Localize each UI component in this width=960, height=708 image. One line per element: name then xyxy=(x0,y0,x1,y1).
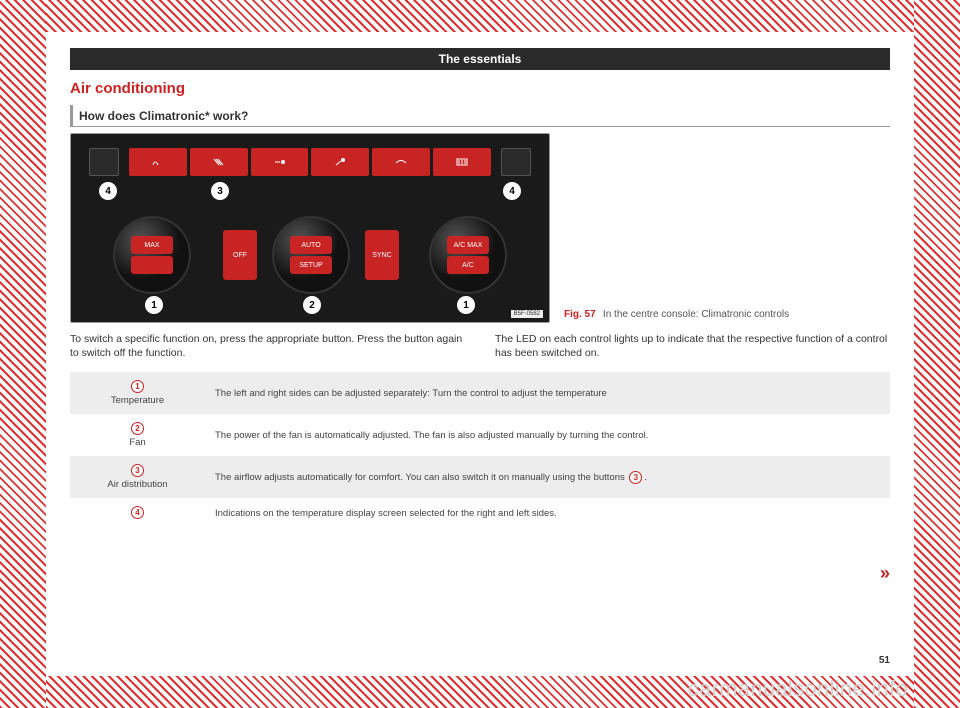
airflow-button-1 xyxy=(129,148,187,176)
paragraph-1: To switch a specific function on, press … xyxy=(70,333,465,360)
callout-3: 3 xyxy=(211,182,229,200)
page-border-right xyxy=(914,0,960,708)
row1-badge: 1 xyxy=(131,380,144,393)
callout-4-left: 4 xyxy=(99,182,117,200)
figure-reference-code: B5F-0582 xyxy=(511,310,543,318)
rear-defrost-button xyxy=(131,256,173,274)
airflow-button-5 xyxy=(372,148,430,176)
callout-2: 2 xyxy=(303,296,321,314)
continue-marker: » xyxy=(880,563,890,584)
table-row: 4 Indications on the temperature display… xyxy=(70,498,890,529)
controls-table: 1 Temperature The left and right sides c… xyxy=(70,372,890,529)
temperature-dial-right: A/C MAX A/C xyxy=(429,216,507,294)
callout-4-right: 4 xyxy=(503,182,521,200)
fan-dial: AUTO SETUP xyxy=(272,216,350,294)
callout-1-left: 1 xyxy=(145,296,163,314)
table-row: 1 Temperature The left and right sides c… xyxy=(70,372,890,414)
defrost-icon xyxy=(212,157,226,167)
seat-heat-icon xyxy=(151,157,165,167)
display-left-icon xyxy=(89,148,119,176)
table-row: 2 Fan The power of the fan is automatica… xyxy=(70,414,890,456)
max-defrost-button: MAX xyxy=(131,236,173,254)
face-vent-icon xyxy=(273,157,287,167)
row3-desc-post: . xyxy=(644,472,647,483)
row2-desc: The power of the fan is automatically ad… xyxy=(205,414,890,456)
foot-vent-icon xyxy=(333,157,347,167)
row3-desc: The airflow adjusts automatically for co… xyxy=(205,456,890,498)
auto-button: AUTO xyxy=(290,236,332,254)
temperature-dial-left: MAX xyxy=(113,216,191,294)
row1-desc: The left and right sides can be adjusted… xyxy=(205,372,890,414)
ac-button: A/C xyxy=(447,256,489,274)
row4-desc: Indications on the temperature display s… xyxy=(205,498,890,529)
row3-desc-pre: The airflow adjusts automatically for co… xyxy=(215,472,627,483)
paragraph-2: The LED on each control lights up to ind… xyxy=(495,333,890,360)
callout-1-right: 1 xyxy=(457,296,475,314)
watermark: carmanualsonline.info xyxy=(688,676,908,702)
rear-defrost-icon xyxy=(455,157,469,167)
row3-label: Air distribution xyxy=(107,479,167,490)
chapter-header: The essentials xyxy=(70,48,890,70)
figure-number: Fig. 57 xyxy=(564,309,596,320)
climatronic-figure: MAX OFF AUTO SETUP SYNC A/C MAX A/C 4 3 … xyxy=(70,133,550,323)
row2-badge: 2 xyxy=(131,422,144,435)
row2-label: Fan xyxy=(129,437,145,448)
airflow-button-6 xyxy=(433,148,491,176)
display-right-icon xyxy=(501,148,531,176)
airflow-button-3 xyxy=(251,148,309,176)
page-border-top xyxy=(46,0,914,32)
figure-caption-text: In the centre console: Climatronic contr… xyxy=(603,309,789,320)
figure-caption: Fig. 57 In the centre console: Climatron… xyxy=(564,303,890,323)
sync-button: SYNC xyxy=(365,230,399,280)
page-content: The essentials Air conditioning How does… xyxy=(46,32,914,676)
ac-max-button: A/C MAX xyxy=(447,236,489,254)
air-distribution-buttons xyxy=(129,148,491,176)
row3-badge: 3 xyxy=(131,464,144,477)
airflow-button-4 xyxy=(311,148,369,176)
page-number: 51 xyxy=(879,655,890,666)
page-border-left xyxy=(0,0,46,708)
setup-button: SETUP xyxy=(290,256,332,274)
row4-badge: 4 xyxy=(131,506,144,519)
sub-heading: How does Climatronic* work? xyxy=(70,105,890,127)
off-button: OFF xyxy=(223,230,257,280)
row3-inline-badge: 3 xyxy=(629,471,642,484)
recirc-icon xyxy=(394,157,408,167)
row1-label: Temperature xyxy=(111,395,164,406)
airflow-button-2 xyxy=(190,148,248,176)
section-title: Air conditioning xyxy=(70,80,890,97)
table-row: 3 Air distribution The airflow adjusts a… xyxy=(70,456,890,498)
